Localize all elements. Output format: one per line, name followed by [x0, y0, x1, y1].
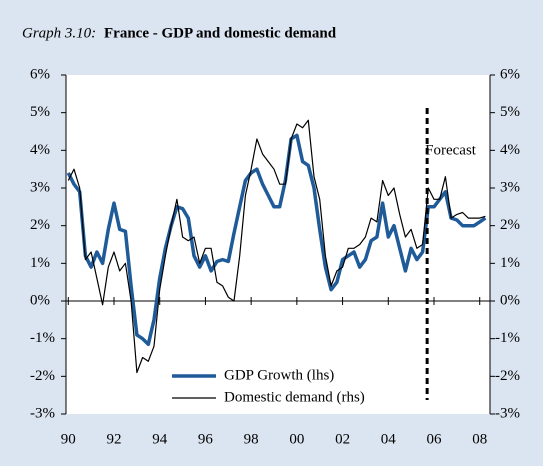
x-tick-label: 98 [244, 431, 259, 447]
series-line [67, 119, 486, 374]
x-tick-label: 94 [152, 431, 168, 447]
y-tick-label: -1% [30, 330, 55, 346]
y-tick-label: 1% [30, 255, 50, 271]
series-line [66, 133, 487, 347]
y-tick-label: -2% [30, 368, 55, 384]
x-tick-label: 00 [289, 431, 304, 447]
x-tick-label: 08 [472, 431, 487, 447]
y2-tick-label: 5% [500, 104, 520, 120]
y-tick-label: 2% [30, 217, 50, 233]
legend-label: GDP Growth (lhs) [224, 367, 334, 383]
y2-tick-label: 1% [500, 255, 520, 271]
x-tick-label: 02 [335, 431, 350, 447]
y-tick-label: 3% [30, 179, 50, 195]
y-tick-label: -3% [30, 405, 55, 421]
x-tick-label: 92 [107, 431, 122, 447]
y2-tick-label: 0% [500, 292, 520, 308]
y-tick-label: 5% [30, 104, 50, 120]
legend-label: Domestic demand (rhs) [224, 389, 365, 405]
y2-tick-label: -1% [495, 330, 520, 346]
y2-tick-label: -2% [495, 368, 520, 384]
y2-tick-label: 3% [500, 179, 520, 195]
y2-tick-label: 4% [500, 142, 520, 158]
y2-tick-label: 6% [500, 66, 520, 82]
plot-area [66, 75, 490, 414]
y2-tick-label: -3% [495, 405, 520, 421]
y-tick-label: 4% [30, 142, 50, 158]
y-tick-label: 0% [30, 292, 50, 308]
y2-tick-label: 2% [500, 217, 520, 233]
x-tick-label: 90 [61, 431, 76, 447]
chart-title: France - GDP and domestic demand [104, 25, 337, 41]
x-tick-label: 96 [198, 431, 214, 447]
x-tick-label: 04 [381, 431, 397, 447]
forecast-label: Forecast [425, 142, 477, 158]
y-tick-label: 6% [30, 66, 50, 82]
x-tick-label: 06 [427, 431, 443, 447]
title-prefix: Graph 3.10: [22, 25, 96, 41]
